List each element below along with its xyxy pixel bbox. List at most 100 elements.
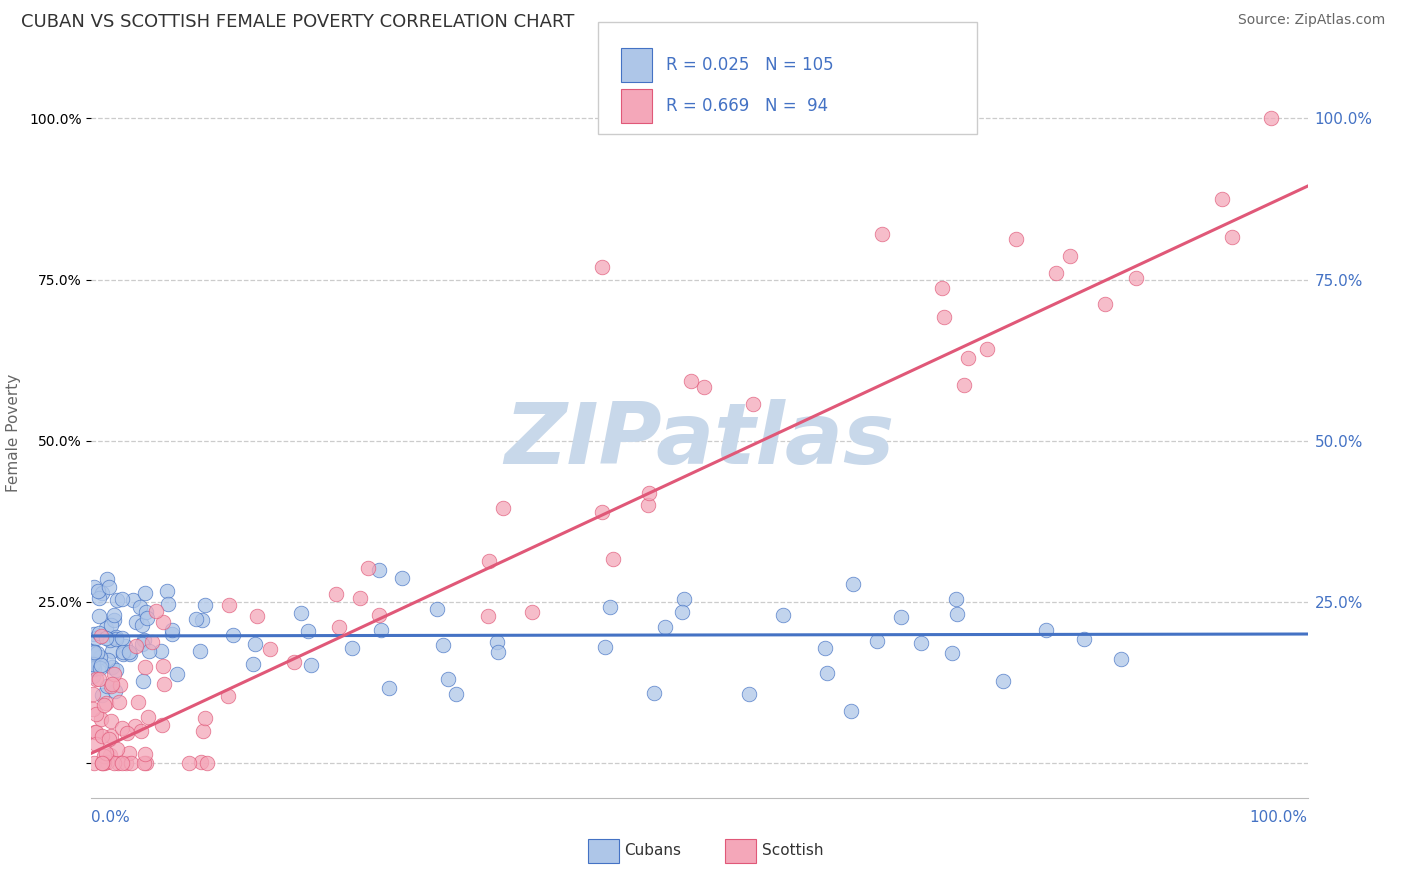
Point [107,756,129,770]
Point [693,380,716,394]
Point [111,647,134,661]
Point [1035,624,1057,638]
Point [842,576,865,591]
Point [93,756,115,770]
Point [82,655,104,669]
Point [115,756,138,770]
Point [111,631,134,645]
Point [91,756,114,770]
Point [638,485,661,500]
Text: Cubans: Cubans [624,844,682,858]
Point [976,343,998,357]
Point [152,615,174,630]
Point [96,653,118,667]
Point [93,698,115,712]
Point [738,687,761,701]
Point [259,642,281,657]
Point [194,598,217,612]
Point [654,620,676,634]
Point [100,633,122,648]
Point [131,637,153,651]
Point [437,672,460,686]
Point [134,632,156,647]
Point [100,679,122,693]
Point [122,592,145,607]
Point [84,706,107,721]
Point [83,627,105,641]
Point [177,756,200,770]
Point [97,731,120,746]
Point [1059,249,1081,263]
Point [191,613,214,627]
Point [134,756,156,770]
Point [839,704,862,718]
Point [104,663,127,677]
Point [890,609,912,624]
Point [135,756,157,770]
Point [945,607,967,622]
Point [956,351,979,365]
Point [166,666,188,681]
Point [1094,296,1116,310]
Point [672,592,695,607]
Point [1220,230,1243,244]
Point [679,374,702,388]
Point [111,591,134,606]
Point [218,599,240,613]
Point [152,659,174,673]
Point [117,746,139,760]
Point [357,561,380,575]
Point [491,501,513,516]
Point [103,756,125,770]
Point [391,571,413,585]
Point [115,726,138,740]
Point [84,737,107,751]
Point [772,607,794,622]
Point [91,729,114,743]
Point [87,584,110,599]
Point [108,677,131,691]
Point [82,657,104,672]
Point [138,644,160,658]
Point [599,599,621,614]
Point [125,615,148,629]
Text: ZIPatlas: ZIPatlas [505,400,894,483]
Point [83,580,105,594]
Point [195,756,218,770]
Point [100,618,122,632]
Point [96,696,118,710]
Point [432,638,454,652]
Point [486,645,509,659]
Point [83,756,105,770]
Point [104,683,127,698]
Point [242,657,264,671]
Point [94,746,117,760]
Point [125,639,148,653]
Point [1073,632,1095,647]
Point [96,755,118,769]
Point [134,586,156,600]
Point [135,611,157,625]
Point [643,685,665,699]
Point [83,661,105,675]
Point [1260,112,1282,126]
Point [91,688,114,702]
Point [945,591,967,606]
Text: Source: ZipAtlas.com: Source: ZipAtlas.com [1237,13,1385,28]
Point [134,660,156,674]
Point [1109,651,1132,665]
Point [100,729,122,743]
Point [520,605,543,619]
Point [82,701,104,715]
Point [145,604,167,618]
Point [155,584,177,599]
Point [367,563,389,577]
Point [111,721,134,735]
Point [910,636,932,650]
Point [82,646,104,660]
Point [813,641,835,656]
Point [136,710,159,724]
Point [637,498,659,512]
Point [104,631,127,645]
Point [108,694,131,708]
